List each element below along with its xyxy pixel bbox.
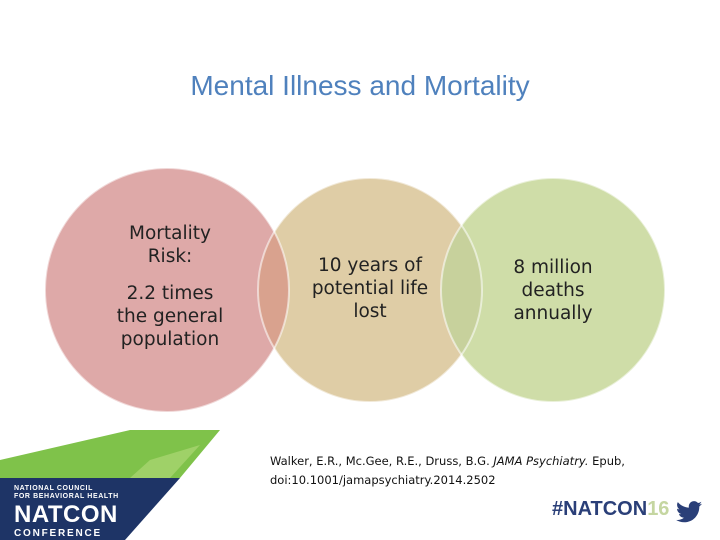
slide-title: Mental Illness and Mortality [190, 70, 530, 101]
hashtag: #NATCON16 [552, 498, 669, 521]
citation-journal: JAMA Psychiatry. [493, 454, 589, 468]
circle-deaths [441, 178, 665, 402]
circle-life-lost [258, 178, 482, 402]
logo-shape [0, 430, 220, 540]
circle-edge-left [44, 167, 290, 413]
citation: Walker, E.R., Mc.Gee, R.E., Druss, B.G. … [270, 452, 670, 490]
mortality-risk-value: 2.2 times the general population [116, 283, 224, 350]
citation-doi: doi:10.1001/jamapsychiatry.2014.2502 [270, 473, 496, 487]
circle-mortality-risk [45, 168, 289, 412]
circle-life-lost-text: 10 years of potential life lost [300, 254, 440, 323]
circle-deaths-text: 8 million deaths annually [498, 256, 608, 325]
logo-line-4: CONFERENCE [14, 528, 103, 539]
mortality-risk-label: Mortality Risk: [129, 223, 211, 267]
logo-line-2: FOR BEHAVIORAL HEALTH [14, 493, 119, 500]
twitter-bird-icon [676, 501, 702, 523]
deaths-label: 8 million deaths annually [513, 257, 593, 324]
logo-line-1: NATIONAL COUNCIL [14, 485, 93, 492]
citation-authors: Walker, E.R., Mc.Gee, R.E., Druss, B.G. [270, 454, 490, 468]
life-lost-label: 10 years of potential life lost [311, 255, 429, 322]
citation-epub: Epub, [592, 454, 625, 468]
circle-mortality-risk-text: Mortality Risk: 2.2 times the general po… [110, 222, 230, 351]
hashtag-year: 16 [647, 498, 670, 520]
logo-line-3: NATCON [14, 501, 118, 528]
circle-edge-right [440, 177, 666, 403]
natcon-logo: NATIONAL COUNCIL FOR BEHAVIORAL HEALTH N… [0, 430, 240, 540]
hashtag-text: #NATCON [552, 498, 648, 520]
circle-edge-middle [257, 177, 483, 403]
